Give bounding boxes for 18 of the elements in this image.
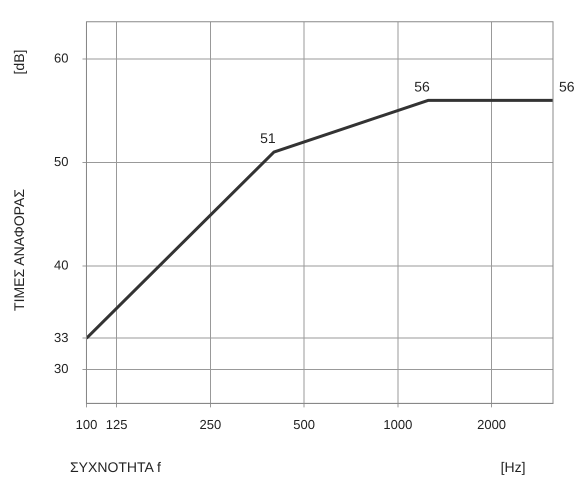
data-label: 56 <box>559 78 575 94</box>
data-label: 56 <box>414 78 430 94</box>
x-tick-label: 500 <box>293 416 315 432</box>
text: [dB] <box>10 50 27 74</box>
x-tick-label: 2000 <box>477 416 506 432</box>
text: [Hz] <box>500 458 526 475</box>
x-axis-title: ΣΥΧΝΟΤΗΤΑ f <box>70 458 161 475</box>
y-tick-label: 50 <box>54 154 68 170</box>
x-tick-label: 100 <box>76 416 98 432</box>
x-tick-label: 125 <box>106 416 128 432</box>
y-axis-title: ΤΙΜΕΣ ΑΝΑΦΟΡΑΣ <box>10 188 27 311</box>
y-tick-label: 33 <box>54 330 68 345</box>
x-tick-label: 250 <box>200 416 222 432</box>
x-tick-label: 1000 <box>383 416 412 432</box>
y-tick-label: 60 <box>54 50 68 66</box>
data-label: 51 <box>260 130 276 146</box>
y-tick-label: 30 <box>54 360 68 376</box>
y-tick-label: 40 <box>54 257 68 272</box>
